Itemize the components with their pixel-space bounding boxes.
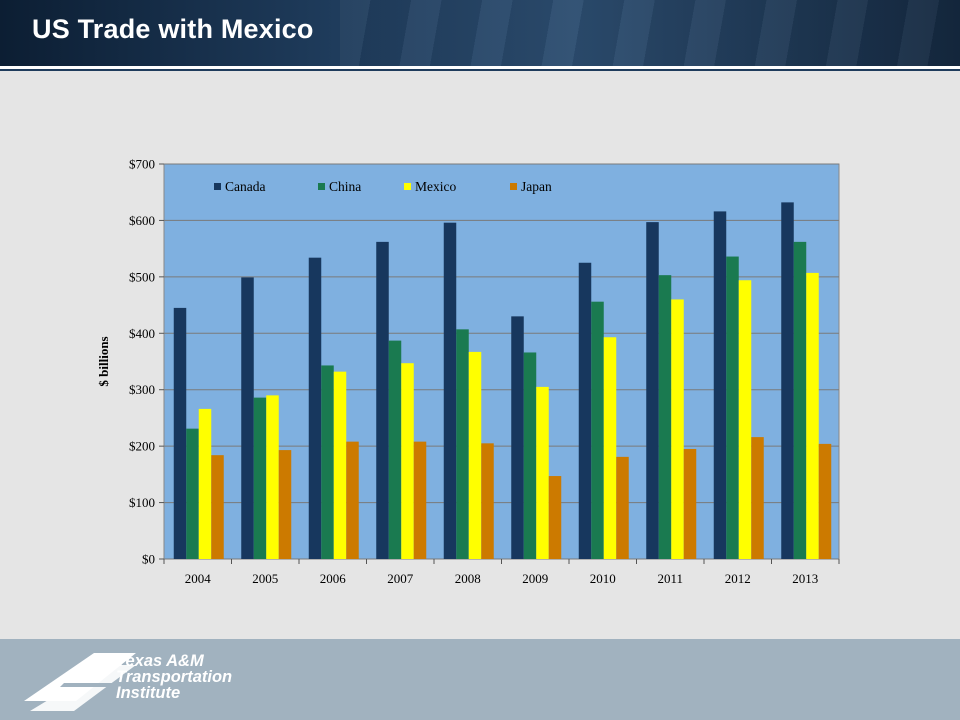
tti-logo-text: Texas A&M Transportation Institute: [116, 652, 233, 702]
legend-label: Japan: [521, 179, 552, 194]
x-tick-label: 2006: [320, 571, 347, 586]
legend-swatch: [510, 183, 517, 190]
x-tick-label: 2013: [792, 571, 818, 586]
bar: [481, 443, 494, 559]
bar: [603, 337, 617, 559]
bar: [211, 455, 224, 559]
legend-label: Canada: [225, 179, 265, 194]
bar: [726, 256, 739, 559]
bar: [738, 280, 752, 559]
x-tick-label: 2010: [590, 571, 616, 586]
y-tick-label: $200: [129, 439, 155, 454]
bar: [333, 371, 347, 559]
bar: [186, 428, 199, 559]
bar: [671, 299, 684, 559]
bar: [713, 211, 727, 559]
bar: [523, 352, 537, 559]
logo-line: Institute: [116, 684, 181, 702]
legend-swatch: [318, 183, 325, 190]
header-texture: [340, 0, 960, 66]
bar: [806, 272, 819, 559]
y-tick-label: $100: [129, 495, 155, 510]
bar: [346, 441, 359, 559]
x-tick-label: 2005: [252, 571, 278, 586]
bar: [173, 307, 187, 559]
bar: [751, 437, 764, 559]
bar: [468, 351, 482, 559]
x-tick-label: 2004: [185, 571, 212, 586]
bar: [266, 395, 279, 559]
tti-logo-icon: [24, 653, 136, 711]
x-tick-label: 2012: [725, 571, 751, 586]
y-tick-label: $600: [129, 213, 155, 228]
logo-line: Texas A&M: [116, 652, 204, 670]
logo-line: Transportation: [116, 668, 233, 686]
bar: [591, 301, 604, 559]
x-tick-label: 2008: [455, 571, 481, 586]
bar: [308, 257, 322, 559]
legend-swatch: [214, 183, 221, 190]
x-tick-label: 2011: [657, 571, 683, 586]
y-tick-label: $300: [129, 382, 155, 397]
x-tick-label: 2007: [387, 571, 414, 586]
bar: [278, 450, 292, 559]
y-tick-label: $0: [142, 552, 155, 567]
bar: [241, 277, 254, 559]
bar: [376, 241, 389, 559]
bar: [511, 316, 524, 559]
bar: [616, 456, 629, 559]
y-tick-label: $400: [129, 326, 155, 341]
x-tick-label: 2009: [522, 571, 548, 586]
bar: [401, 363, 414, 559]
bar: [536, 386, 549, 559]
bar: [683, 448, 697, 559]
bar: [658, 275, 672, 559]
header-divider-dark: [0, 69, 960, 71]
bar: [253, 397, 267, 559]
bar: [818, 443, 832, 559]
page-title: US Trade with Mexico: [32, 14, 314, 44]
bar: [456, 329, 469, 559]
y-tick-label: $700: [129, 157, 155, 172]
bar: [646, 222, 659, 559]
legend-swatch: [404, 183, 411, 190]
bar: [388, 340, 402, 559]
bar: [793, 241, 807, 559]
bar: [321, 365, 334, 559]
bar: [413, 441, 427, 559]
bar: [548, 476, 562, 559]
bar: [578, 262, 592, 559]
y-tick-label: $500: [129, 269, 155, 284]
bar-chart: $0 $100 $200 $300 $400 $500 $600 $700 $ billions…: [96, 157, 840, 586]
header-divider: [0, 66, 960, 69]
footer-bar: Texas A&M Transportation Institute: [0, 639, 960, 720]
legend-label: Mexico: [415, 179, 456, 194]
bar: [443, 222, 457, 559]
header-banner: US Trade with Mexico: [0, 0, 960, 66]
bar: [198, 408, 212, 559]
y-axis-label: $ billions: [96, 336, 111, 386]
legend-label: China: [329, 179, 361, 194]
bar: [781, 202, 794, 559]
